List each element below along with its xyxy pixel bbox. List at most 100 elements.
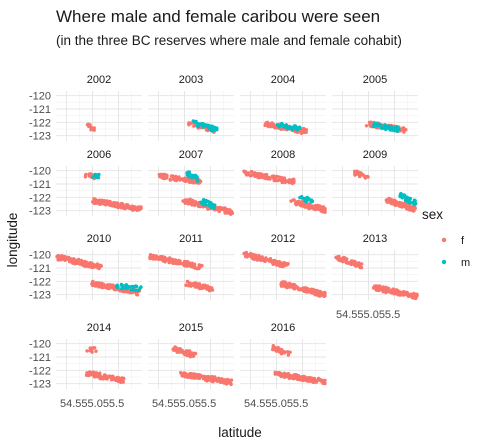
data-point-f [322,291,325,294]
data-point-m [131,288,134,291]
facet-panel: 2006-120-121-122-123 [29,149,143,218]
data-point-f [94,350,97,353]
data-point-f [92,201,95,204]
legend: sexfm [422,207,470,269]
data-point-f [263,258,266,261]
data-point-f [383,290,386,293]
data-point-f [87,265,90,268]
data-point-m [201,124,204,127]
data-point-f [315,206,318,209]
data-point-f [93,198,96,201]
data-point-f [190,351,193,354]
data-point-f [112,202,115,205]
data-point-f [322,207,325,210]
data-point-f [206,207,209,210]
x-tick-labels: 54.555.055.5 [336,309,400,321]
data-point-f [306,203,309,206]
data-point-f [273,348,276,351]
data-point-f [171,174,174,177]
facet-strip-label: 2008 [271,149,295,161]
data-point-f [217,377,220,380]
data-point-m [298,126,301,129]
data-point-f [221,207,224,210]
data-point-f [90,262,93,265]
data-point-f [385,198,388,201]
facet-strip-label: 2003 [179,74,203,86]
data-point-m [300,196,303,199]
data-point-f [110,378,113,381]
data-point-f [179,178,182,181]
data-point-f [180,262,183,265]
facet-strip-label: 2016 [271,322,295,334]
y-tick-label: -123 [29,206,51,218]
data-point-f [401,128,404,131]
data-point-f [197,267,200,270]
data-point-f [122,380,125,383]
data-point-f [205,375,208,378]
y-tick-label: -122 [29,276,51,288]
data-point-f [180,372,183,375]
data-point-f [89,172,92,175]
data-point-m [207,200,210,203]
data-point-f [360,173,363,176]
data-point-f [349,262,352,265]
data-point-f [117,376,120,379]
data-point-f [208,286,211,289]
y-tick-label: -121 [29,263,51,275]
data-point-f [84,175,87,178]
data-point-f [400,205,403,208]
facet-panel: 2002-120-121-122-123 [29,74,142,143]
data-point-f [364,176,367,179]
data-point-f [304,378,307,381]
data-point-f [226,208,229,211]
data-point-f [310,204,313,207]
data-point-m [197,123,200,126]
data-point-f [101,377,104,380]
data-point-f [375,288,378,291]
data-point-f [188,200,191,203]
data-point-m [377,124,380,127]
x-tick-labels: 54.555.055.5 [152,398,216,410]
data-point-f [275,175,278,178]
facet-panel: 2008 [240,149,327,216]
data-point-f [404,205,407,208]
data-point-m [136,289,139,292]
data-point-f [381,285,384,288]
data-point-f [199,284,202,287]
data-point-f [223,381,226,384]
data-point-f [309,290,312,293]
data-point-f [288,282,291,285]
data-point-f [188,179,191,182]
facet-strip-label: 2004 [271,74,295,86]
data-point-f [270,121,273,124]
data-point-f [189,372,192,375]
data-point-f [160,257,163,260]
data-point-f [118,204,121,207]
facet-strip-label: 2010 [87,233,111,245]
facet-strip-label: 2007 [179,149,203,161]
data-point-f [286,350,289,353]
y-tick-label: -120 [29,166,51,178]
data-point-m [201,200,204,203]
data-point-f [98,373,101,376]
data-point-f [410,205,413,208]
data-point-f [191,179,194,182]
data-point-f [295,203,298,206]
data-point-f [85,349,88,352]
data-point-f [100,286,103,289]
facet-strip-label: 2014 [87,322,111,334]
data-point-f [250,170,253,173]
data-point-f [355,170,358,173]
facet-panel: 2014 -120-121-122 -123 54.555.055.5 [29,322,142,410]
y-tick-label: -121 [29,179,51,191]
data-point-f [301,128,304,131]
y-tick-label: -120 [29,339,51,351]
data-point-f [195,373,198,376]
facet-strip-label: 2013 [363,233,387,245]
data-point-f [91,280,94,283]
data-point-m [410,201,413,204]
data-point-f [173,178,176,181]
y-tick-label: -122 [29,365,51,377]
